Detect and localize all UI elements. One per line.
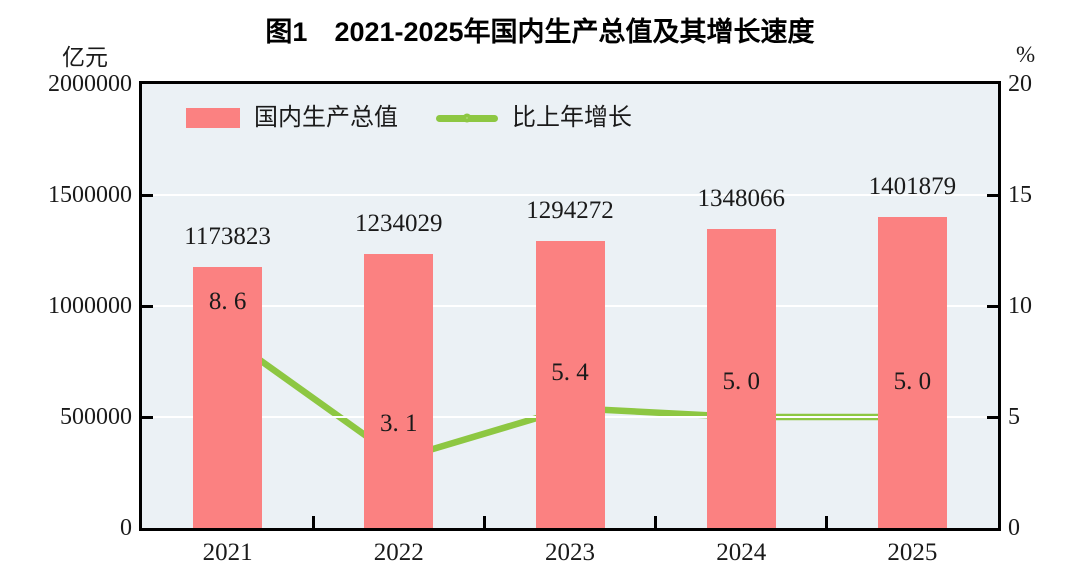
left-axis-tick bbox=[142, 304, 153, 308]
x-axis-tick bbox=[482, 516, 486, 528]
right-axis-tick bbox=[987, 304, 998, 308]
gdp-bar-label: 1401879 bbox=[868, 172, 957, 200]
gdp-bar-label: 1173823 bbox=[184, 223, 271, 251]
right-y-tick-label: 20 bbox=[1008, 71, 1032, 97]
x-axis-tick-labels: 2021 2022 2023 2024 2025 bbox=[142, 538, 998, 570]
left-axis-unit: 亿元 bbox=[62, 45, 108, 70]
right-axis-tick-labels: 20 15 10 5 0 bbox=[1008, 0, 1072, 584]
legend: 国内生产总值 比上年增长 bbox=[186, 104, 632, 132]
x-tick-label: 2023 bbox=[545, 539, 595, 566]
left-axis-tick-labels: 2000000 1500000 1000000 500000 0 bbox=[20, 0, 132, 584]
x-tick-label: 2021 bbox=[202, 539, 253, 566]
left-y-tick-label: 1500000 bbox=[48, 182, 132, 208]
gdp-bar bbox=[364, 254, 434, 528]
right-y-tick-label: 0 bbox=[1008, 515, 1020, 541]
legend-label-gdp: 国内生产总值 bbox=[254, 105, 398, 131]
growth-label: 5. 0 bbox=[893, 368, 932, 395]
growth-label: 3. 1 bbox=[380, 410, 418, 438]
legend-item-growth: 比上年增长 bbox=[436, 104, 632, 132]
left-y-tick-label: 1000000 bbox=[48, 293, 132, 319]
right-y-tick-label: 10 bbox=[1008, 293, 1032, 319]
right-y-tick-label: 15 bbox=[1008, 182, 1032, 208]
growth-label: 5. 0 bbox=[722, 368, 760, 395]
x-tick-label: 2024 bbox=[716, 539, 767, 566]
left-y-tick-label: 0 bbox=[120, 515, 132, 541]
right-axis-unit: % bbox=[1016, 42, 1036, 67]
legend-label-growth: 比上年增长 bbox=[512, 105, 632, 131]
right-axis-tick bbox=[987, 193, 998, 197]
x-tick-label: 2022 bbox=[373, 539, 424, 566]
gdp-bar bbox=[877, 216, 947, 528]
left-axis-tick bbox=[142, 415, 153, 419]
line-marker-icon bbox=[462, 113, 472, 123]
gdp-bar-label: 1294272 bbox=[526, 196, 614, 224]
left-axis-tick bbox=[142, 193, 153, 197]
x-axis-tick bbox=[825, 516, 829, 528]
gdp-bar-label: 1348066 bbox=[697, 184, 785, 212]
gdp-bar bbox=[535, 240, 605, 528]
right-y-tick-label: 5 bbox=[1008, 404, 1020, 430]
bar-swatch-icon bbox=[186, 108, 240, 128]
growth-label: 8. 6 bbox=[208, 288, 247, 316]
gridline bbox=[142, 194, 998, 196]
x-axis-tick bbox=[311, 516, 315, 528]
x-axis-tick bbox=[654, 516, 658, 528]
x-tick-label: 2025 bbox=[887, 539, 938, 566]
growth-label: 5. 4 bbox=[551, 359, 589, 387]
line-swatch-icon bbox=[436, 113, 498, 123]
gdp-bar bbox=[706, 228, 776, 528]
gdp-bar-label: 1234029 bbox=[355, 210, 443, 238]
left-y-tick-label: 500000 bbox=[60, 404, 132, 430]
chart-title: 图1 2021-2025年国内生产总值及其增长速度 bbox=[265, 17, 815, 47]
right-axis-tick bbox=[987, 415, 998, 419]
left-y-tick-label: 2000000 bbox=[48, 71, 132, 97]
gdp-bar bbox=[193, 267, 263, 528]
plot-area: 国内生产总值 比上年增长 1173823 1234029 1294272 134806… bbox=[139, 81, 1001, 531]
legend-item-gdp: 国内生产总值 bbox=[186, 104, 398, 132]
